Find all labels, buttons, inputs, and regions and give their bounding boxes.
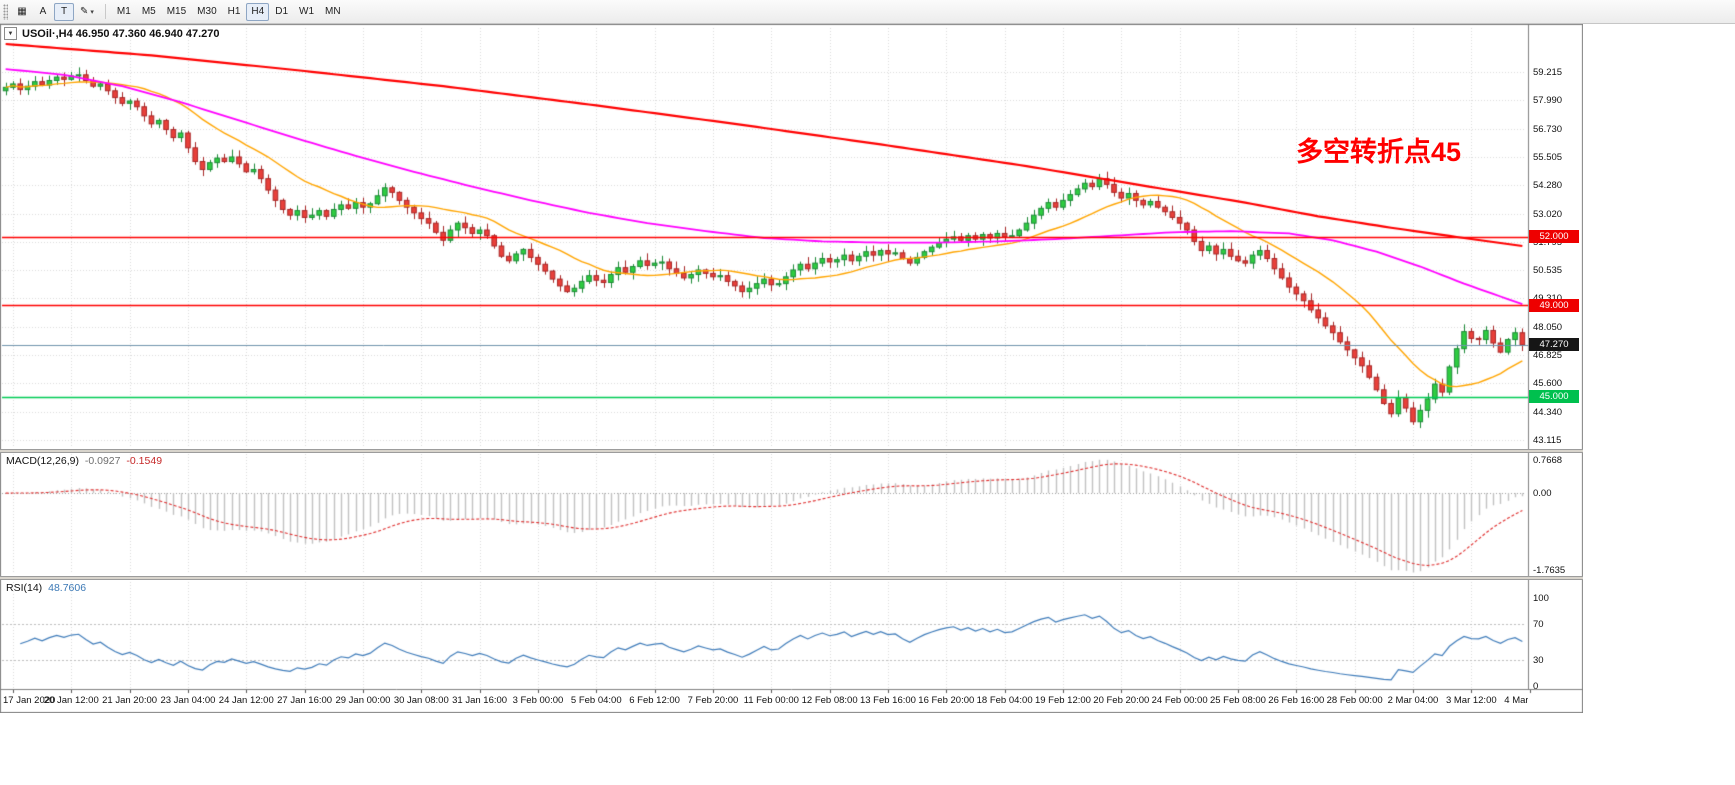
chart-annotation-text[interactable]: 多空转折点45 (1296, 137, 1462, 167)
time-axis-label: 19 Feb 12:00 (1034, 695, 1091, 706)
price-badge-45.000: 45.000 (1529, 390, 1579, 404)
price-badge-52.000: 52.000 (1529, 230, 1579, 244)
price-badge-47.270: 47.270 (1529, 338, 1579, 352)
grid-tool-button[interactable]: ▦ (12, 3, 32, 21)
cursor-tool-button[interactable]: A (33, 3, 53, 21)
time-axis-label: 24 Feb 00:00 (1151, 695, 1208, 706)
price-axis-label: 49.310 (1533, 293, 1562, 304)
panel-splitter-rsi[interactable] (0, 576, 1583, 580)
toolbar: ▦ A T ✎ ▾ M1 M5 M15 M30 H1 H4 D1 W1 MN (0, 0, 1735, 24)
price-axis-label: 55.505 (1533, 151, 1563, 163)
price-badge-49.000: 49.000 (1529, 298, 1579, 312)
time-axis-label: 12 Feb 08:00 (801, 695, 858, 706)
rsi-name: RSI(14) (6, 582, 43, 594)
timeframe-button-h4[interactable]: H4 (246, 2, 270, 21)
rsi-axis-label: 30 (1533, 654, 1544, 666)
price-axis-label: 57.990 (1533, 95, 1563, 107)
time-axis-label: 17 Jan 2020 (3, 695, 56, 706)
timeframe-button-h1[interactable]: H1 (223, 3, 246, 21)
timeframe-button-m1[interactable]: M1 (112, 3, 136, 21)
price-axis-label: 46.825 (1533, 349, 1563, 361)
price-axis-label: 54.280 (1533, 179, 1563, 191)
rsi-axis-label: 70 (1533, 619, 1544, 631)
cursor-a-icon: A (39, 6, 47, 17)
time-axis-label: 20 Jan 12:00 (43, 695, 99, 706)
toolbar-separator (104, 4, 106, 19)
macd-name: MACD(12,26,9) (6, 455, 79, 467)
timeframe-button-mn[interactable]: MN (320, 3, 346, 21)
price-axis-label: 43.115 (1533, 434, 1562, 446)
price-axis-label: 53.020 (1533, 208, 1563, 220)
time-axis-label: 21 Jan 20:00 (102, 695, 158, 706)
price-axis-label: 59.215 (1533, 67, 1563, 79)
time-axis-label: 29 Jan 00:00 (335, 695, 391, 706)
time-axis-label: 28 Feb 00:00 (1326, 695, 1383, 706)
time-axis-label: 7 Feb 20:00 (687, 695, 739, 706)
time-axis-label: 27 Jan 16:00 (277, 695, 333, 706)
time-axis-label: 3 Feb 00:00 (512, 695, 564, 706)
time-axis-label: 25 Feb 08:00 (1209, 695, 1266, 706)
macd-axis-label: 0.7668 (1533, 454, 1563, 466)
rsi-axis-label: 100 (1533, 593, 1549, 604)
triangle-down-icon: ▼ (7, 30, 14, 37)
time-axis-label: 20 Feb 20:00 (1093, 695, 1150, 706)
macd-axis-label: -1.7635 (1533, 565, 1566, 577)
draw-tool-button[interactable]: ✎ ▾ (75, 3, 99, 21)
macd-indicator-label: MACD(12,26,9) -0.0927 -0.1549 (6, 455, 165, 467)
time-axis-label: 18 Feb 04:00 (976, 695, 1033, 706)
symbol-ohlc-text: USOil·,H4 46.950 47.360 46.940 47.270 (22, 27, 220, 40)
price-axis-label: 45.600 (1533, 377, 1563, 389)
macd-main-value: -0.0927 (84, 455, 121, 467)
macd-signal-value: -0.1549 (126, 455, 163, 467)
timeframe-button-m15[interactable]: M15 (162, 3, 191, 21)
price-axis-label: 50.535 (1533, 265, 1563, 277)
price-axis[interactable]: 59.21557.99056.73055.50554.28053.02051.7… (1529, 24, 1582, 692)
timeframe-button-w1[interactable]: W1 (294, 3, 319, 21)
text-tool-icon: T (60, 6, 68, 17)
rsi-axis-label: 0 (1533, 681, 1539, 692)
time-axis-label: 5 Feb 04:00 (570, 695, 622, 706)
price-axis-label: 44.340 (1533, 406, 1563, 418)
rsi-value: 48.7606 (48, 582, 87, 594)
toolbar-drag-handle[interactable] (3, 3, 8, 20)
chart-window: ▼ USOil·,H4 46.950 47.360 46.940 47.270 … (0, 24, 1583, 713)
time-axis-label: 2 Mar 04:00 (1387, 695, 1439, 706)
chevron-down-icon: ▾ (90, 8, 94, 16)
time-axis-label: 16 Feb 20:00 (918, 695, 975, 706)
time-axis-label: 6 Feb 12:00 (629, 695, 680, 706)
text-tool-button[interactable]: T (54, 2, 74, 21)
grid-icon: ▦ (17, 6, 27, 17)
pencil-icon: ✎ (80, 6, 89, 17)
time-axis-label: 11 Feb 00:00 (743, 695, 799, 706)
panel-splitter-macd[interactable] (0, 449, 1583, 453)
rsi-indicator-label: RSI(14) 48.7606 (6, 582, 89, 594)
macd-axis-label: 0.00 (1533, 488, 1552, 500)
time-axis[interactable]: 17 Jan 2020 20 Jan 12:00 21 Jan 20:00 23 Ja… (0, 694, 1528, 709)
time-axis-label: 13 Feb 16:00 (859, 695, 916, 706)
symbol-line: ▼ USOil·,H4 46.950 47.360 46.940 47.270 (4, 27, 220, 40)
price-axis-label: 56.730 (1533, 123, 1563, 135)
timeframe-button-m5[interactable]: M5 (137, 3, 161, 21)
time-axis-label: 23 Jan 04:00 (160, 695, 216, 706)
timeframe-button-m30[interactable]: M30 (192, 3, 221, 21)
time-axis-label: 24 Jan 12:00 (218, 695, 274, 706)
time-axis-label: 3 Mar 12:00 (1445, 695, 1497, 706)
time-axis-label: 31 Jan 16:00 (452, 695, 508, 706)
time-axis-label: 4 Mar 20:00 (1504, 695, 1528, 706)
price-axis-label: 48.050 (1533, 322, 1563, 334)
timeframe-button-d1[interactable]: D1 (270, 3, 293, 21)
time-axis-label: 26 Feb 16:00 (1268, 695, 1325, 706)
chart-canvas[interactable] (0, 24, 1583, 713)
time-axis-label: 30 Jan 08:00 (393, 695, 449, 706)
collapse-chart-button[interactable]: ▼ (4, 27, 17, 40)
